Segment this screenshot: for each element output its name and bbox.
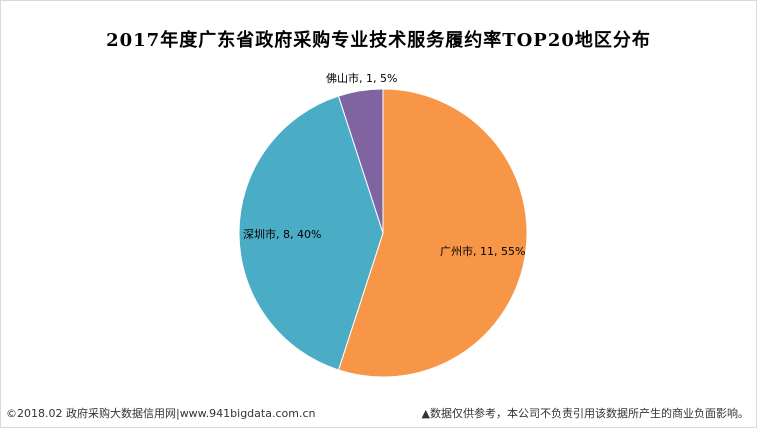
footer-disclaimer: ▲数据仅供参考，本公司不负责引用该数据所产生的商业负面影响。 (421, 407, 749, 420)
pie-slice-1 (337, 88, 528, 378)
footer-copyright: ©2018.02 政府采购大数据信用网|www.941bigdata.com.c… (6, 407, 316, 420)
pie-labels: 广州市, 11, 55% 深圳市, 8, 40% 佛山市, 1, 5% (243, 71, 525, 258)
pie-slices (238, 88, 528, 378)
pie-data-label-2: 深圳市, 8, 40% (243, 227, 321, 241)
pie-slice-2 (238, 95, 384, 371)
pie-slice-3 (337, 88, 384, 234)
chart-title: 2017年度广东省政府采购专业技术服务履约率TOP20地区分布 (106, 30, 651, 51)
pie-data-label-3: 佛山市, 1, 5% (326, 71, 397, 85)
pie-data-label-1: 广州市, 11, 55% (440, 244, 525, 258)
